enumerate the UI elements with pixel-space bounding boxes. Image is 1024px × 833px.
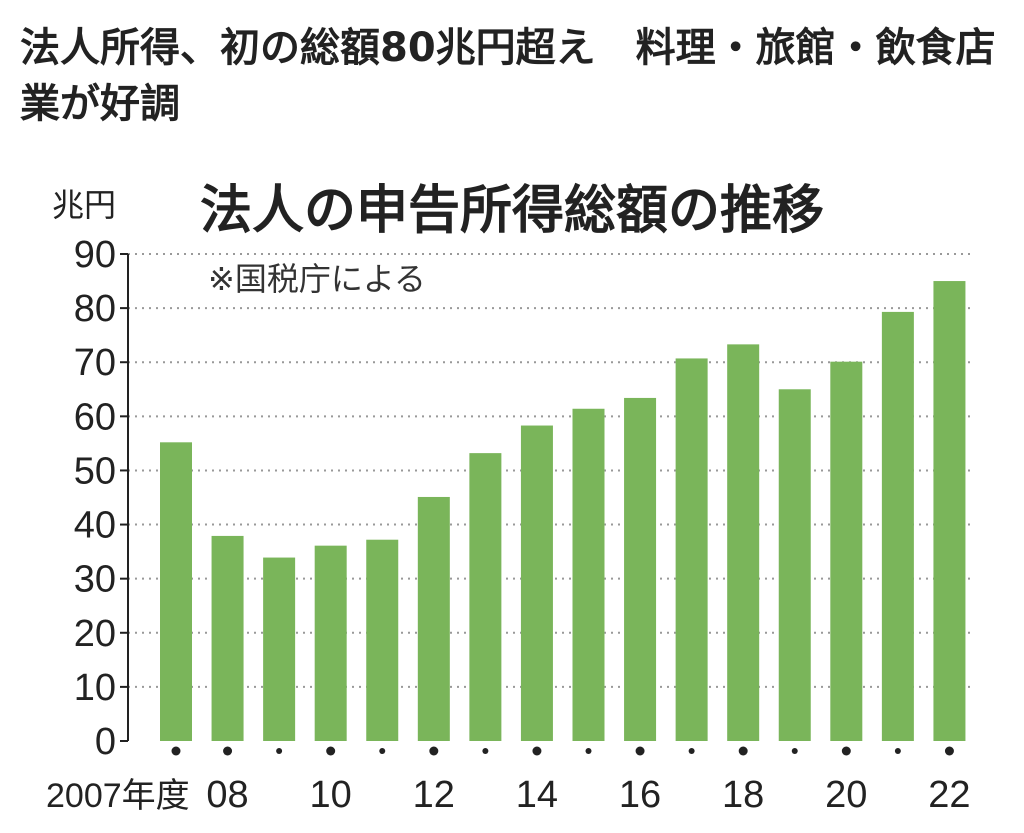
x-tick-label: 2007年度	[46, 777, 190, 815]
x-tick-label: 18	[722, 774, 764, 816]
bar	[778, 389, 811, 741]
bar	[520, 425, 553, 741]
bar	[417, 496, 450, 741]
x-tick-label: 22	[928, 774, 970, 816]
x-tick-label: 10	[310, 774, 352, 816]
bar	[624, 397, 657, 741]
x-tick-label: 08	[206, 774, 248, 816]
bar	[675, 358, 708, 741]
x-tick-dot	[532, 746, 542, 756]
bar	[366, 539, 399, 741]
x-tick-dot	[223, 746, 233, 756]
y-axis-unit: 兆円	[52, 186, 116, 224]
x-tick-dot	[635, 746, 645, 756]
x-tick-label: 20	[825, 774, 867, 816]
bar	[314, 545, 347, 741]
y-tick-label: 10	[74, 667, 116, 709]
bar	[211, 535, 244, 741]
x-tick-dot	[944, 746, 954, 756]
bar	[160, 442, 192, 741]
bar	[572, 408, 605, 741]
y-tick-label: 40	[74, 505, 116, 547]
x-tick-dot	[585, 748, 592, 754]
x-tick-dot	[482, 748, 489, 754]
bar	[263, 557, 296, 741]
y-tick-label: 80	[74, 288, 116, 330]
y-axis: 0 10 20 30 40 50 60 70 80 90	[74, 234, 129, 763]
x-tick-dot	[276, 748, 283, 754]
chart-title: 法人の申告所得総額の推移	[200, 181, 824, 241]
x-tick-label: 12	[413, 774, 455, 816]
y-tick-label: 0	[95, 721, 116, 763]
x-tick-dot	[841, 746, 851, 756]
bar	[727, 344, 760, 741]
y-tick-label: 70	[74, 342, 116, 384]
y-tick-label: 20	[74, 613, 116, 655]
x-tick-dot	[326, 746, 336, 756]
headline: 法人所得、初の総額80兆円超え 料理・旅館・飲食店業が好調	[20, 25, 996, 127]
x-tick-dot	[894, 748, 901, 754]
x-tick-dot	[738, 746, 748, 756]
bars	[160, 281, 966, 741]
bar	[881, 311, 914, 741]
chart-note: ※国税庁による	[208, 260, 426, 298]
x-tick-dot	[791, 748, 798, 754]
y-tick-label: 30	[74, 559, 116, 601]
x-tick-dot	[429, 746, 439, 756]
bar-chart: 兆円 法人の申告所得総額の推移 ※国税庁による 0 10 20 30 40 50 60 70 8…	[46, 181, 975, 816]
x-tick-dot	[688, 748, 695, 754]
y-tick-label: 60	[74, 396, 116, 438]
x-tick-dot	[171, 746, 181, 756]
x-tick-dot	[379, 748, 386, 754]
x-tick-label: 16	[619, 774, 661, 816]
bar	[469, 453, 502, 741]
x-tick-label: 14	[516, 774, 558, 816]
bar	[830, 361, 863, 741]
y-tick-label: 50	[74, 450, 116, 492]
bar	[933, 281, 966, 741]
x-axis: 2007年度 08 10 12 14 16 18 20 22	[46, 746, 971, 816]
y-tick-label: 90	[74, 234, 116, 276]
